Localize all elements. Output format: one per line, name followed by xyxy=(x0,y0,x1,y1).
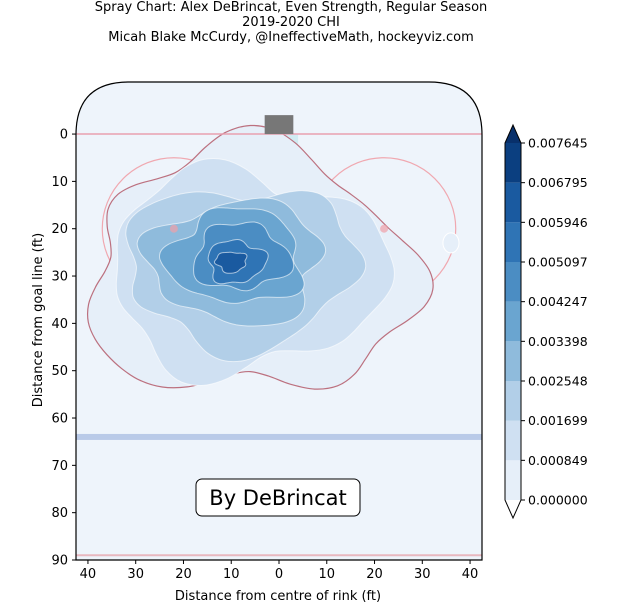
colorbar-band xyxy=(505,381,521,421)
y-tick-label: 50 xyxy=(51,364,68,379)
chart-title: Spray Chart: Alex DeBrincat, Even Streng… xyxy=(95,0,488,15)
x-tick-label: 30 xyxy=(414,567,431,582)
colorbar-band xyxy=(505,262,521,302)
chart-subtitle-season: 2019-2020 CHI xyxy=(242,15,340,30)
blue-line xyxy=(76,433,482,440)
y-tick-label: 90 xyxy=(51,554,68,569)
x-tick-label: 40 xyxy=(462,567,479,582)
y-tick-label: 70 xyxy=(51,459,68,474)
x-axis-label: Distance from centre of rink (ft) xyxy=(175,589,381,604)
colorbar-tick-label: 0.005946 xyxy=(528,215,588,230)
y-axis-label: Distance from goal line (ft) xyxy=(31,233,46,407)
colorbar-tick-label: 0.007645 xyxy=(528,136,588,151)
colorbar-tick-label: 0.002548 xyxy=(528,374,588,389)
faceoff-dot-1 xyxy=(169,224,178,233)
colorbar-band xyxy=(505,182,521,223)
x-tick-label: 10 xyxy=(318,567,335,582)
plot-area xyxy=(75,81,483,561)
colorbar-band xyxy=(505,222,521,262)
x-tick-label: 40 xyxy=(80,567,97,582)
rink-markings xyxy=(75,81,483,561)
colorbar-tick-label: 0.001699 xyxy=(528,413,588,428)
colorbar-extend-max xyxy=(505,125,521,143)
density-contours xyxy=(86,124,460,390)
chart-subtitle-author: Micah Blake McCurdy, @IneffectiveMath, h… xyxy=(108,30,474,45)
colorbar-band xyxy=(505,460,521,500)
colorbar-tick-label: 0.000000 xyxy=(528,493,588,508)
y-tick-label: 30 xyxy=(51,270,68,285)
x-tick-label: 10 xyxy=(223,567,240,582)
y-tick-label: 20 xyxy=(51,222,68,237)
colorbar-tick-label: 0.003398 xyxy=(528,334,588,349)
density-satellite xyxy=(442,232,460,254)
colorbar-band xyxy=(505,301,521,342)
y-tick-label: 0 xyxy=(60,128,68,143)
colorbar-tick-label: 0.000849 xyxy=(528,453,588,468)
density-level-8 xyxy=(213,251,248,274)
x-tick-label: 30 xyxy=(127,567,144,582)
x-tick-label: 20 xyxy=(175,567,192,582)
x-tick-label: 0 xyxy=(275,567,283,582)
y-tick-label: 40 xyxy=(51,317,68,332)
player-annotation: By DeBrincat xyxy=(195,478,361,517)
y-tick-label: 10 xyxy=(51,175,68,190)
colorbar-tick-label: 0.006795 xyxy=(528,175,588,190)
colorbar-band xyxy=(505,143,521,183)
colorbar-tick-label: 0.005097 xyxy=(528,255,588,270)
y-tick-label: 60 xyxy=(51,412,68,427)
colorbar: 0.000000 0.000849 0.001699 0.002548 0.003398… xyxy=(504,123,588,520)
annotation-box xyxy=(195,478,361,517)
faceoff-dot-2 xyxy=(380,224,389,233)
colorbar-band xyxy=(505,420,521,461)
colorbar-extend-min xyxy=(505,500,521,518)
annotation-text: By DeBrincat xyxy=(209,486,346,510)
colorbar-band xyxy=(505,341,521,381)
x-axis: 40 30 20 10 0 10 20 30 40 xyxy=(80,560,479,582)
board-outline xyxy=(75,81,483,561)
y-axis: 0 10 20 30 40 50 60 70 80 90 xyxy=(51,128,76,569)
x-tick-label: 20 xyxy=(366,567,383,582)
y-tick-label: 80 xyxy=(51,506,68,521)
colorbar-tick-label: 0.004247 xyxy=(528,294,588,309)
goal-net xyxy=(264,115,294,135)
